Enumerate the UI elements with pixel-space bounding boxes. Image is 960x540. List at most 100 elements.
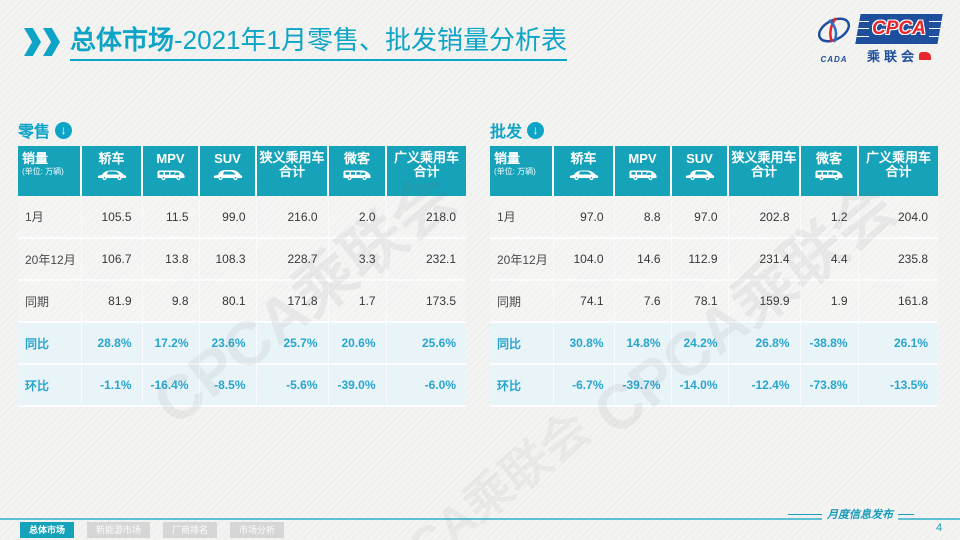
value-cell: 106.7	[81, 238, 143, 281]
column-header-1: 轿车	[553, 146, 615, 196]
value-cell: 173.5	[386, 280, 466, 323]
wholesale-header-row: 销量 (单位: 万辆) 轿车 MPV SUV 狭义乘用车 合计 微客 广义乘用车 合计	[490, 146, 938, 196]
value-cell: 23.6%	[199, 322, 257, 365]
value-cell: 97.0	[553, 196, 615, 239]
column-header-6: 广义乘用车 合计	[386, 146, 466, 196]
row-label: 同期	[18, 280, 82, 323]
table-row: 同比 28.8% 17.2% 23.6% 25.7% 20.6% 25.6%	[18, 322, 466, 365]
row-label: 同期	[490, 280, 554, 323]
tab-nev-market[interactable]: 新能源市场	[87, 522, 151, 538]
table-row: 同期 74.1 7.6 78.1 159.9 1.9 161.8	[490, 280, 938, 323]
value-cell: 25.6%	[386, 322, 466, 365]
value-cell: 74.1	[553, 280, 615, 323]
van-icon	[815, 170, 843, 181]
dash-line	[898, 513, 914, 515]
value-cell: 1.9	[800, 280, 859, 323]
value-cell: 80.1	[199, 280, 257, 323]
page-number: 4	[936, 522, 943, 534]
footer-divider-line	[0, 518, 960, 520]
value-cell: -38.8%	[800, 322, 859, 365]
tab-market-analysis[interactable]: 市场分析	[230, 522, 285, 538]
column-header-2: MPV	[142, 146, 200, 196]
wholesale-panel: 批发 ↓ 销量 (单位: 万辆) 轿车 MPV SUV 狭义乘用车 合计 微客 广义乘用…	[490, 119, 938, 407]
value-cell: -13.5%	[858, 364, 938, 407]
retail-table: 销量 (单位: 万辆) 轿车 MPV SUV 狭义乘用车 合计 微客 广义乘用车 合计 1…	[18, 146, 466, 407]
value-cell: -39.0%	[328, 364, 387, 407]
value-cell: 2.0	[328, 196, 387, 239]
row-label: 1月	[490, 196, 554, 239]
value-cell: 112.9	[671, 238, 729, 281]
value-cell: 78.1	[671, 280, 729, 323]
retail-header-row: 销量 (单位: 万辆) 轿车 MPV SUV 狭义乘用车 合计 微客 广义乘用车 合计	[18, 146, 466, 196]
value-cell: -1.1%	[81, 364, 143, 407]
tab-oem-ranking[interactable]: 厂商排名	[163, 522, 218, 538]
sedan-icon	[97, 170, 126, 181]
value-cell: 97.0	[671, 196, 729, 239]
value-cell: 26.1%	[858, 322, 938, 365]
table-row: 20年12月 106.7 13.8 108.3 228.7 3.3 232.1	[18, 238, 466, 281]
page-title-rest: -2021年1月零售、批发销量分析表	[174, 25, 567, 55]
value-cell: 105.5	[81, 196, 143, 239]
value-cell: -6.0%	[386, 364, 466, 407]
value-cell: 30.8%	[553, 322, 615, 365]
value-cell: 26.8%	[728, 322, 801, 365]
cpca-text: CPCA	[869, 18, 929, 40]
column-header-6: 广义乘用车 合计	[858, 146, 938, 196]
value-cell: -8.5%	[199, 364, 257, 407]
column-header-unit: 销量 (单位: 万辆)	[490, 146, 554, 196]
red-car-icon	[919, 51, 931, 60]
value-cell: 13.8	[142, 238, 200, 281]
row-label: 20年12月	[490, 238, 554, 281]
value-cell: -39.7%	[614, 364, 672, 407]
footer-nav-tabs: 总体市场 新能源市场 厂商排名 市场分析	[20, 522, 285, 538]
double-chevron-icon	[24, 28, 62, 56]
table-row: 环比 -1.1% -16.4% -8.5% -5.6% -39.0% -6.0%	[18, 364, 466, 407]
table-row: 1月 105.5 11.5 99.0 216.0 2.0 218.0	[18, 196, 466, 239]
tab-overall-market[interactable]: 总体市场	[20, 522, 75, 538]
value-cell: 7.6	[614, 280, 672, 323]
row-label: 1月	[18, 196, 82, 239]
suv-icon	[213, 170, 242, 181]
value-cell: 81.9	[81, 280, 143, 323]
cpca-plate: CPCA	[855, 14, 943, 44]
slide-title-bar: 总体市场-2021年1月零售、批发销量分析表	[24, 24, 567, 61]
value-cell: -14.0%	[671, 364, 729, 407]
value-cell: -6.7%	[553, 364, 615, 407]
value-cell: 1.2	[800, 196, 859, 239]
down-arrow-circle-icon: ↓	[527, 121, 545, 139]
table-row: 1月 97.0 8.8 97.0 202.8 1.2 204.0	[490, 196, 938, 239]
value-cell: 104.0	[553, 238, 615, 281]
table-row: 同期 81.9 9.8 80.1 171.8 1.7 173.5	[18, 280, 466, 323]
wholesale-section-label: 批发	[490, 124, 523, 141]
row-label: 环比	[490, 364, 554, 407]
table-row: 环比 -6.7% -39.7% -14.0% -12.4% -73.8% -13.5%	[490, 364, 938, 407]
column-header-5: 微客	[800, 146, 859, 196]
column-header-2: MPV	[614, 146, 672, 196]
row-label: 20年12月	[18, 238, 82, 281]
value-cell: 9.8	[142, 280, 200, 323]
value-cell: 171.8	[256, 280, 329, 323]
value-cell: -16.4%	[142, 364, 200, 407]
value-cell: 25.7%	[256, 322, 329, 365]
wholesale-table: 销量 (单位: 万辆) 轿车 MPV SUV 狭义乘用车 合计 微客 广义乘用车 合计 1…	[490, 146, 938, 407]
value-cell: 1.7	[328, 280, 387, 323]
value-cell: 99.0	[199, 196, 257, 239]
value-cell: 232.1	[386, 238, 466, 281]
column-header-3: SUV	[671, 146, 729, 196]
value-cell: 24.2%	[671, 322, 729, 365]
cada-swoosh-icon	[817, 16, 851, 43]
retail-panel: 零售 ↓ 销量 (单位: 万辆) 轿车 MPV SUV 狭义乘用车 合计 微客 广义乘用…	[18, 119, 466, 407]
row-label: 同比	[490, 322, 554, 365]
mpv-icon	[629, 170, 656, 181]
column-header-unit: 销量 (单位: 万辆)	[18, 146, 82, 196]
value-cell: 11.5	[142, 196, 200, 239]
column-header-1: 轿车	[81, 146, 143, 196]
cpca-sub-text: 乘联会	[866, 49, 918, 64]
page-title: 总体市场-2021年1月零售、批发销量分析表	[70, 24, 567, 61]
cada-text: CADA	[820, 54, 848, 64]
value-cell: 228.7	[256, 238, 329, 281]
publication-caption: 月度信息发布	[788, 506, 914, 522]
value-cell: 204.0	[858, 196, 938, 239]
value-cell: 20.6%	[328, 322, 387, 365]
value-cell: -73.8%	[800, 364, 859, 407]
